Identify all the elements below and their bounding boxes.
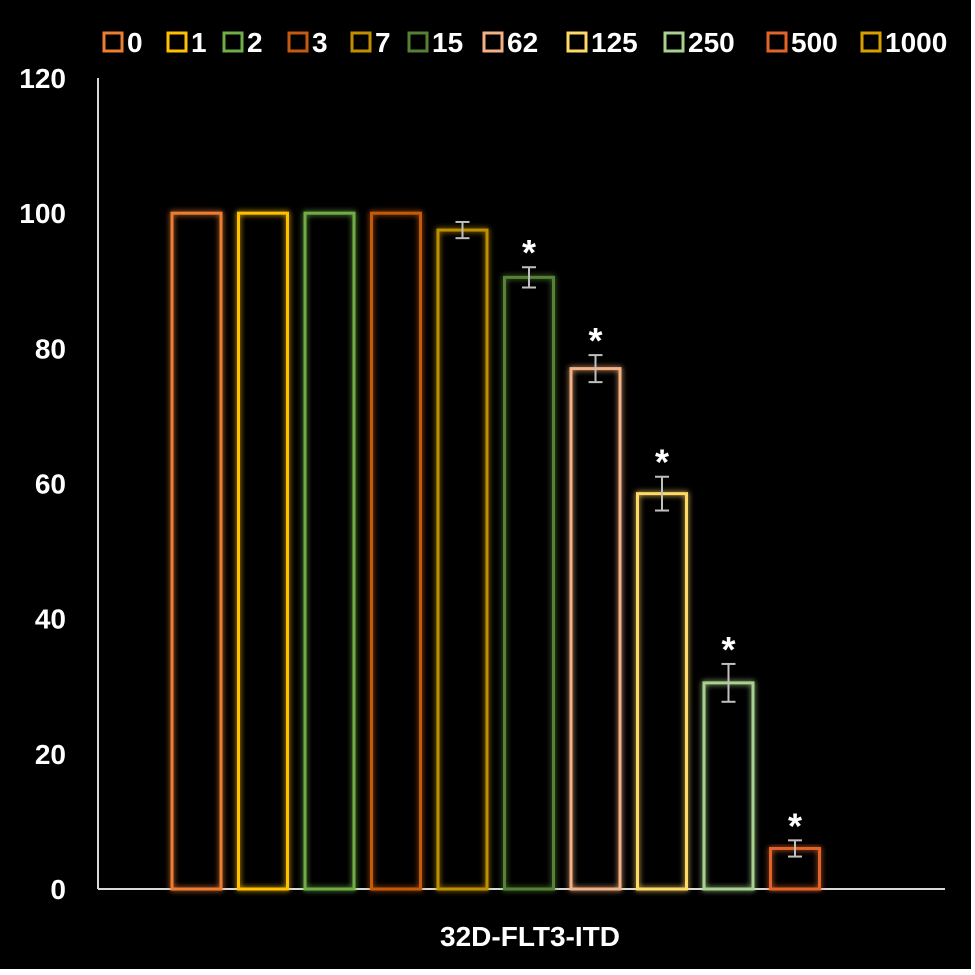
legend: 0 1 2 3 7 15 62 125 250 500 1000 <box>102 27 947 58</box>
legend-label: 250 <box>688 27 735 58</box>
significance-marker: * <box>588 320 602 361</box>
bar <box>370 211 422 891</box>
legend-item: 500 <box>766 27 838 58</box>
bar-group <box>303 211 356 891</box>
legend-label: 2 <box>247 27 263 58</box>
bar <box>636 492 688 891</box>
bar-group <box>170 211 223 891</box>
y-tick-label: 100 <box>19 198 66 229</box>
legend-item: 250 <box>663 27 735 58</box>
legend-label: 62 <box>507 27 538 58</box>
legend-label: 1 <box>191 27 207 58</box>
significance-marker: * <box>788 805 802 846</box>
legend-item: 15 <box>407 27 463 58</box>
legend-swatch <box>166 31 188 53</box>
bar-group <box>237 211 289 891</box>
legend-swatch <box>350 31 372 53</box>
legend-label: 0 <box>127 27 143 58</box>
bar-group <box>370 211 422 891</box>
bars: * * * * * <box>170 211 821 891</box>
legend-item: 1000 <box>860 27 947 58</box>
bar-group: * <box>636 442 688 891</box>
y-tick-label: 60 <box>35 469 66 500</box>
y-tick-label: 40 <box>35 604 66 635</box>
bar-group <box>436 220 489 891</box>
legend-swatch <box>482 31 504 53</box>
bar-group: * <box>503 232 555 891</box>
bar <box>303 211 356 891</box>
legend-label: 1000 <box>885 27 947 58</box>
legend-label: 7 <box>375 27 391 58</box>
legend-item: 1 <box>166 27 207 58</box>
bar-group: * <box>702 629 755 891</box>
significance-marker: * <box>522 232 536 273</box>
y-tick-label: 80 <box>35 333 66 364</box>
y-tick-label: 20 <box>35 739 66 770</box>
legend-swatch <box>766 31 788 53</box>
bar-group: * <box>769 805 821 891</box>
bar <box>503 275 555 891</box>
bar <box>237 211 289 891</box>
legend-item: 125 <box>566 27 638 58</box>
x-axis-label: 32D-FLT3-ITD <box>440 921 620 952</box>
legend-label: 125 <box>591 27 638 58</box>
legend-swatch <box>663 31 685 53</box>
legend-item: 62 <box>482 27 538 58</box>
y-tick-label: 120 <box>19 63 66 94</box>
legend-item: 2 <box>222 27 263 58</box>
legend-swatch <box>287 31 309 53</box>
y-tick-label: 0 <box>50 874 66 905</box>
bar <box>569 367 622 891</box>
legend-label: 500 <box>791 27 838 58</box>
legend-label: 3 <box>312 27 328 58</box>
legend-item: 0 <box>102 27 143 58</box>
legend-swatch <box>860 31 882 53</box>
legend-item: 3 <box>287 27 328 58</box>
bar <box>702 681 755 891</box>
significance-marker: * <box>655 442 669 483</box>
legend-label: 15 <box>432 27 463 58</box>
bar-group: * <box>569 320 622 891</box>
legend-item: 7 <box>350 27 391 58</box>
y-axis: 0 20 40 60 80 100 120 <box>19 63 99 905</box>
bar <box>436 228 489 891</box>
legend-swatch <box>407 31 429 53</box>
legend-swatch <box>102 31 124 53</box>
legend-swatch <box>222 31 244 53</box>
legend-swatch <box>566 31 588 53</box>
significance-marker: * <box>721 629 735 670</box>
bar <box>170 211 223 891</box>
